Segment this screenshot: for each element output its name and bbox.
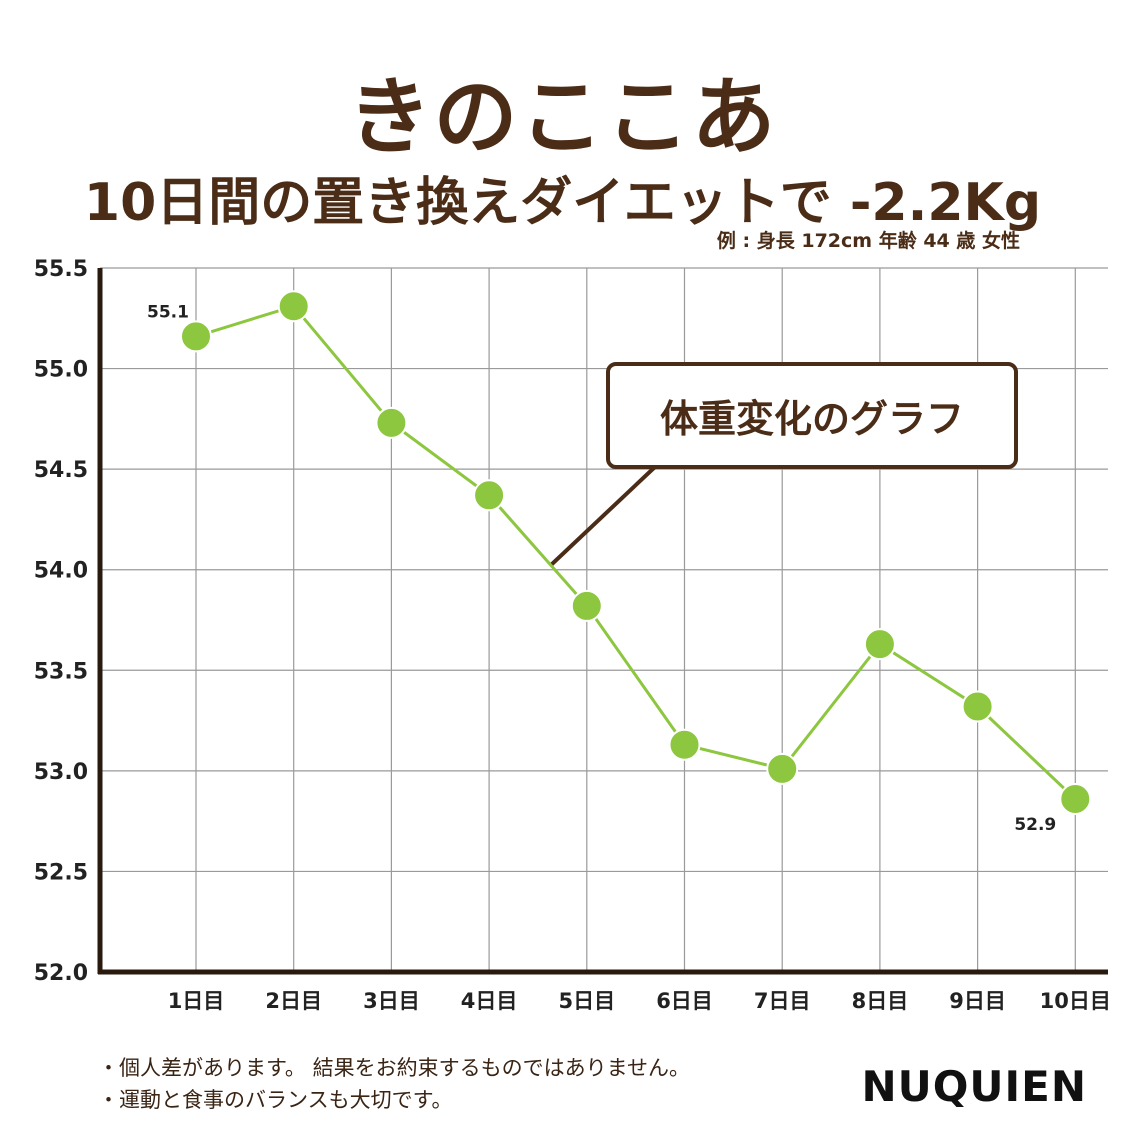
y-tick-label: 53.0 [34, 760, 88, 785]
y-tick-label: 55.0 [34, 358, 88, 383]
data-point [277, 290, 310, 323]
y-tick-label: 52.5 [34, 860, 88, 885]
series-line [195, 304, 1077, 801]
note-line: ・個人差があります。 結果をお約束するものではありません。 [98, 1056, 690, 1080]
y-tick-label: 53.5 [34, 659, 88, 684]
chart-title: 体重変化のグラフ [660, 397, 964, 441]
x-tick-label: 10日目 [1040, 989, 1111, 1013]
callout-pointer [549, 464, 658, 567]
y-tick-label: 52.0 [34, 961, 88, 986]
y-tick-labels: 52.0 52.5 53.0 53.5 54.0 54.5 55.0 55.5 [34, 257, 88, 986]
x-tick-label: 7日目 [754, 989, 811, 1013]
data-point [1059, 783, 1092, 816]
data-point [863, 628, 896, 661]
x-tick-label: 9日目 [949, 989, 1006, 1013]
example-profile-note: 例 : 身長 172cm 年齢 44 歳 女性 [716, 230, 1020, 252]
data-point [668, 728, 701, 761]
data-point [766, 752, 799, 785]
weight-series [180, 290, 1092, 816]
x-tick-label: 2日目 [265, 989, 322, 1013]
x-tick-labels: 1日目 2日目 3日目 4日目 5日目 6日目 7日目 8日目 9日目 10日目 [168, 989, 1111, 1013]
x-tick-label: 3日目 [363, 989, 420, 1013]
data-label: 55.1 [147, 302, 189, 322]
brand-logo-text: NUQUIEN [861, 1062, 1087, 1111]
y-tick-label: 54.0 [34, 559, 88, 584]
x-tick-label: 4日目 [461, 989, 518, 1013]
data-label: 52.9 [1014, 815, 1056, 835]
data-point [180, 320, 212, 353]
callout-box [606, 362, 1018, 469]
page-title: きのここあ [347, 68, 778, 166]
y-tick-label: 55.5 [34, 257, 88, 282]
data-point [961, 690, 994, 723]
data-labels: 55.1 52.9 [147, 302, 1056, 835]
chart-title-callout: 体重変化のグラフ [549, 362, 1018, 567]
disclaimer-notes: ・個人差があります。 結果をお約束するものではありません。 ・運動と食事のバラン… [98, 1052, 690, 1116]
chart-axes [97, 268, 1108, 975]
note-line: ・運動と食事のバランスも大切です。 [98, 1088, 453, 1112]
x-tick-label: 1日目 [168, 989, 225, 1013]
data-point [473, 479, 506, 512]
x-tick-label: 6日目 [656, 989, 713, 1013]
page-subtitle: 10日間の置き換えダイエットで -2.2Kg [83, 173, 1042, 233]
data-point [570, 589, 603, 622]
x-tick-label: 8日目 [852, 989, 909, 1013]
y-tick-label: 54.5 [34, 458, 88, 483]
x-tick-label: 5日目 [558, 989, 615, 1013]
data-point [375, 406, 408, 439]
